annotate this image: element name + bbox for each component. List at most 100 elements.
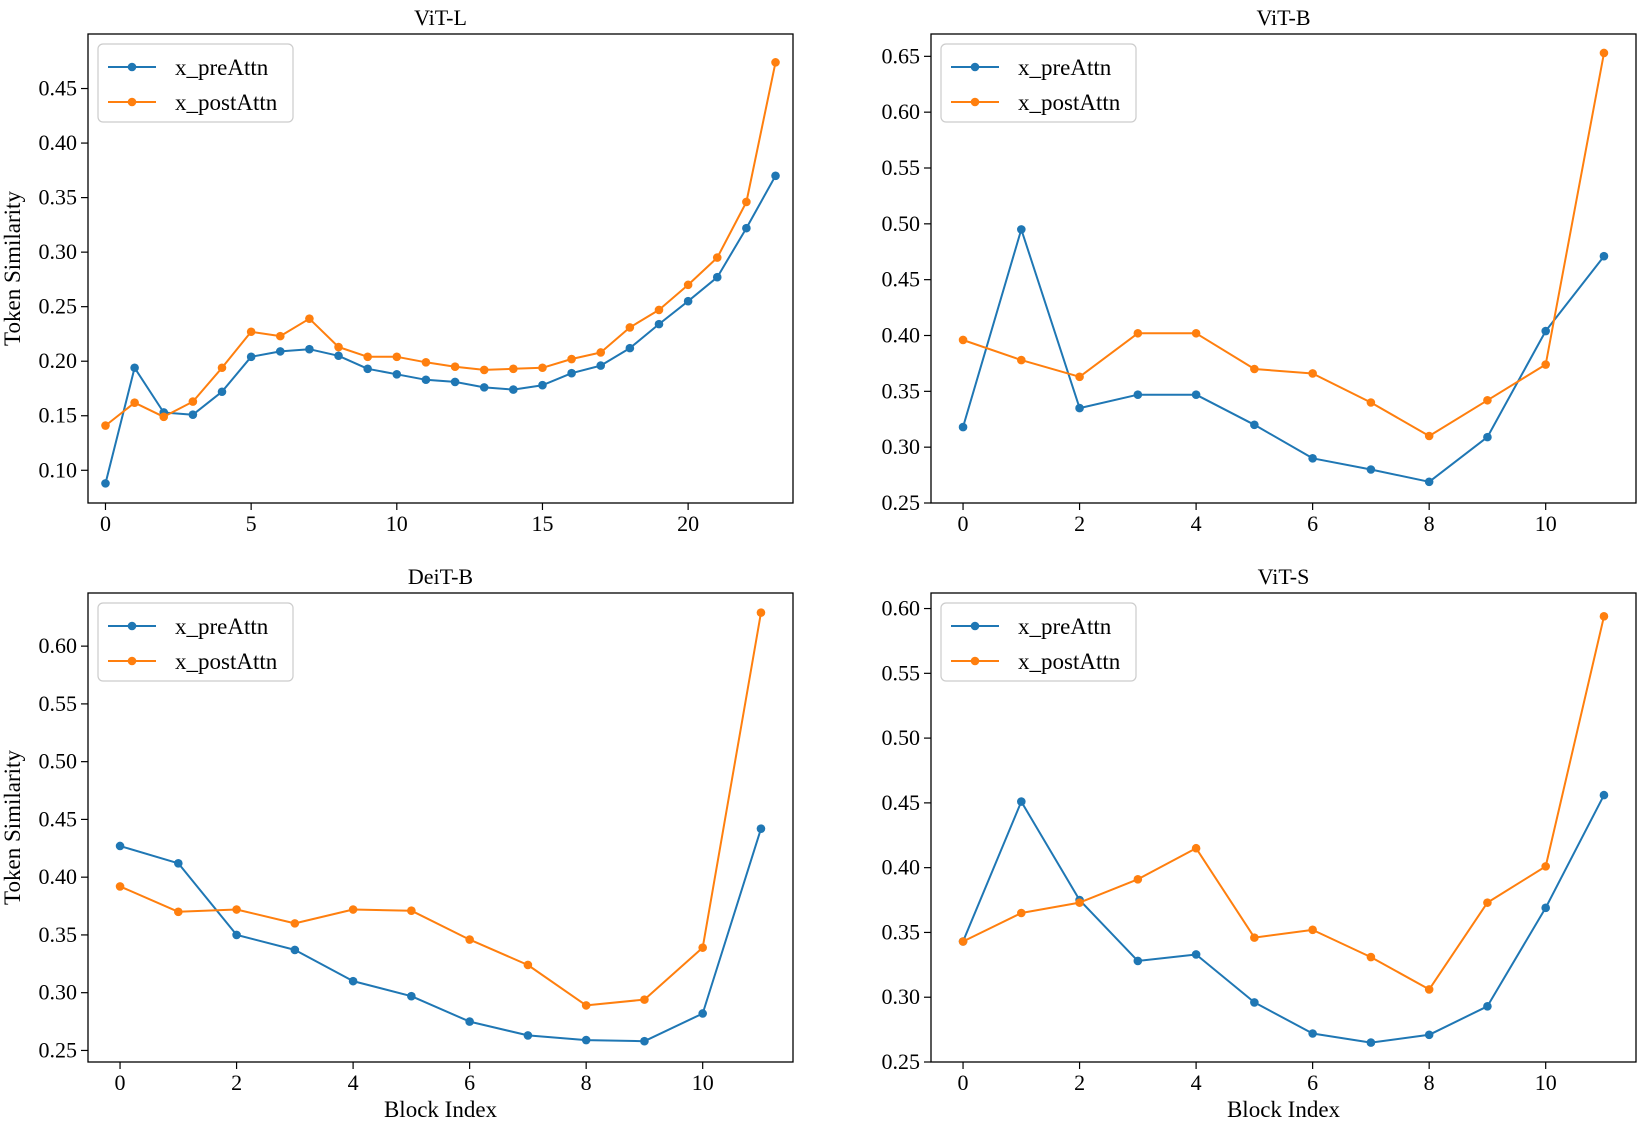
data-point-x_postAttn	[581, 1001, 591, 1010]
legend-marker-x_postAttn	[127, 656, 137, 666]
data-point-x_preAttn	[1599, 251, 1609, 261]
data-point-x_preAttn	[654, 319, 664, 329]
data-point-x_preAttn	[756, 824, 766, 833]
series-line-x_preAttn	[104, 175, 777, 484]
chart-panel-0: ViT-L 0 5 10 15 20 0.10 0.15 0.20 0.25 0.30 0.35 0.4…	[0, 5, 794, 536]
x-tick-label: 10	[1535, 1070, 1557, 1095]
data-point-x_postAttn	[1599, 48, 1609, 58]
x-tick-label: 5	[246, 511, 257, 536]
data-point-x_preAttn	[246, 352, 256, 362]
y-tick-label: 0.45	[882, 790, 921, 815]
x-tick-label: 4	[348, 1070, 359, 1095]
data-point-x_preAttn	[1541, 903, 1550, 913]
axes-frame	[930, 592, 1637, 1063]
legend-label: x_preAttn	[175, 55, 269, 80]
data-point-x_preAttn	[958, 422, 968, 432]
x-tick-label: 6	[1307, 1070, 1318, 1095]
legend-marker-x_preAttn	[127, 62, 137, 72]
data-point-x_postAttn	[363, 352, 372, 362]
data-point-x_preAttn	[188, 410, 198, 419]
data-point-x_postAttn	[290, 919, 300, 928]
x-tick-label: 10	[1535, 511, 1557, 536]
x-tick-label: 2	[1074, 1070, 1085, 1095]
data-point-x_preAttn	[567, 368, 576, 378]
data-point-x_postAttn	[654, 305, 664, 315]
chart-panel-2: DeiT-B 0 2 4 6 8 10 0.25 0.30 0.35 0.40 0.45 0.50 0.5…	[0, 564, 794, 1122]
data-point-x_preAttn	[1133, 956, 1143, 966]
y-axis-label: Token Similarity	[0, 191, 25, 346]
legend-label: x_preAttn	[1018, 55, 1112, 80]
data-point-x_preAttn	[407, 991, 416, 1001]
y-tick-label: 0.60	[39, 633, 78, 658]
data-point-x_postAttn	[392, 352, 402, 362]
data-point-x_preAttn	[392, 369, 402, 379]
y-tick-label: 0.25	[39, 1037, 78, 1062]
y-tick-label: 0.35	[39, 922, 78, 947]
data-point-x_postAttn	[1599, 612, 1609, 621]
data-point-x_postAttn	[596, 348, 606, 357]
data-point-x_preAttn	[1308, 1029, 1317, 1038]
data-point-x_preAttn	[596, 361, 606, 370]
x-tick-label: 0	[115, 1070, 126, 1095]
data-point-x_preAttn	[101, 479, 110, 488]
data-point-x_postAttn	[450, 362, 460, 371]
y-tick-label: 0.30	[882, 984, 921, 1009]
data-point-x_postAttn	[698, 943, 707, 952]
chart-panel-1: ViT-B 0 2 4 6 8 10 0.25 0.30 0.35 0.40 0.45 0.50 0.55…	[882, 5, 1637, 536]
data-point-x_preAttn	[640, 1036, 649, 1046]
data-point-x_postAttn	[567, 354, 576, 364]
data-point-x_postAttn	[538, 363, 547, 373]
data-point-x_preAttn	[115, 841, 125, 851]
data-point-x_postAttn	[159, 412, 169, 422]
y-tick-label: 0.40	[39, 864, 78, 889]
data-point-x_postAttn	[625, 323, 635, 332]
series-line-x_postAttn	[962, 52, 1605, 437]
chart-title: DeiT-B	[408, 564, 473, 589]
series-line-x_preAttn	[962, 228, 1605, 483]
data-point-x_postAttn	[771, 58, 780, 67]
y-tick-label: 0.30	[39, 980, 78, 1005]
data-point-x_preAttn	[334, 351, 343, 361]
series-line-x_preAttn	[962, 794, 1605, 1044]
data-point-x_postAttn	[523, 960, 533, 970]
data-point-x_preAttn	[1366, 465, 1376, 474]
legend-marker-x_preAttn	[127, 621, 137, 631]
data-point-x_preAttn	[1599, 790, 1609, 800]
data-point-x_preAttn	[581, 1035, 591, 1045]
legend-marker-x_preAttn	[970, 621, 980, 631]
y-tick-label: 0.45	[39, 76, 78, 101]
y-tick-label: 0.15	[39, 403, 78, 428]
data-point-x_preAttn	[1483, 432, 1492, 442]
data-point-x_preAttn	[275, 347, 285, 356]
series-line-x_preAttn	[119, 828, 762, 1043]
data-point-x_preAttn	[1191, 950, 1201, 959]
y-tick-label: 0.50	[882, 725, 921, 750]
data-point-x_preAttn	[1366, 1038, 1376, 1047]
data-point-x_postAttn	[1366, 952, 1376, 962]
y-tick-label: 0.25	[39, 294, 78, 319]
data-point-x_preAttn	[509, 385, 518, 394]
axes-frame	[87, 592, 794, 1063]
chart-title: ViT-L	[414, 5, 467, 30]
x-tick-label: 6	[1307, 511, 1318, 536]
legend-label: x_postAttn	[175, 90, 278, 115]
data-point-x_preAttn	[1191, 390, 1201, 399]
data-point-x_preAttn	[712, 272, 722, 282]
legend-label: x_postAttn	[1018, 90, 1121, 115]
y-tick-label: 0.45	[882, 267, 921, 292]
data-point-x_postAttn	[246, 327, 256, 337]
x-tick-label: 4	[1191, 511, 1202, 536]
y-tick-label: 0.65	[882, 43, 921, 68]
data-point-x_postAttn	[407, 906, 416, 915]
y-tick-label: 0.25	[882, 490, 921, 515]
y-tick-label: 0.55	[39, 691, 78, 716]
data-point-x_postAttn	[712, 253, 722, 262]
data-point-x_postAttn	[1366, 398, 1376, 407]
data-point-x_postAttn	[188, 397, 198, 406]
y-tick-label: 0.50	[882, 211, 921, 236]
legend-marker-x_postAttn	[970, 97, 980, 107]
data-point-x_preAttn	[625, 343, 635, 353]
data-point-x_postAttn	[1308, 925, 1317, 935]
data-point-x_preAttn	[523, 1031, 533, 1040]
